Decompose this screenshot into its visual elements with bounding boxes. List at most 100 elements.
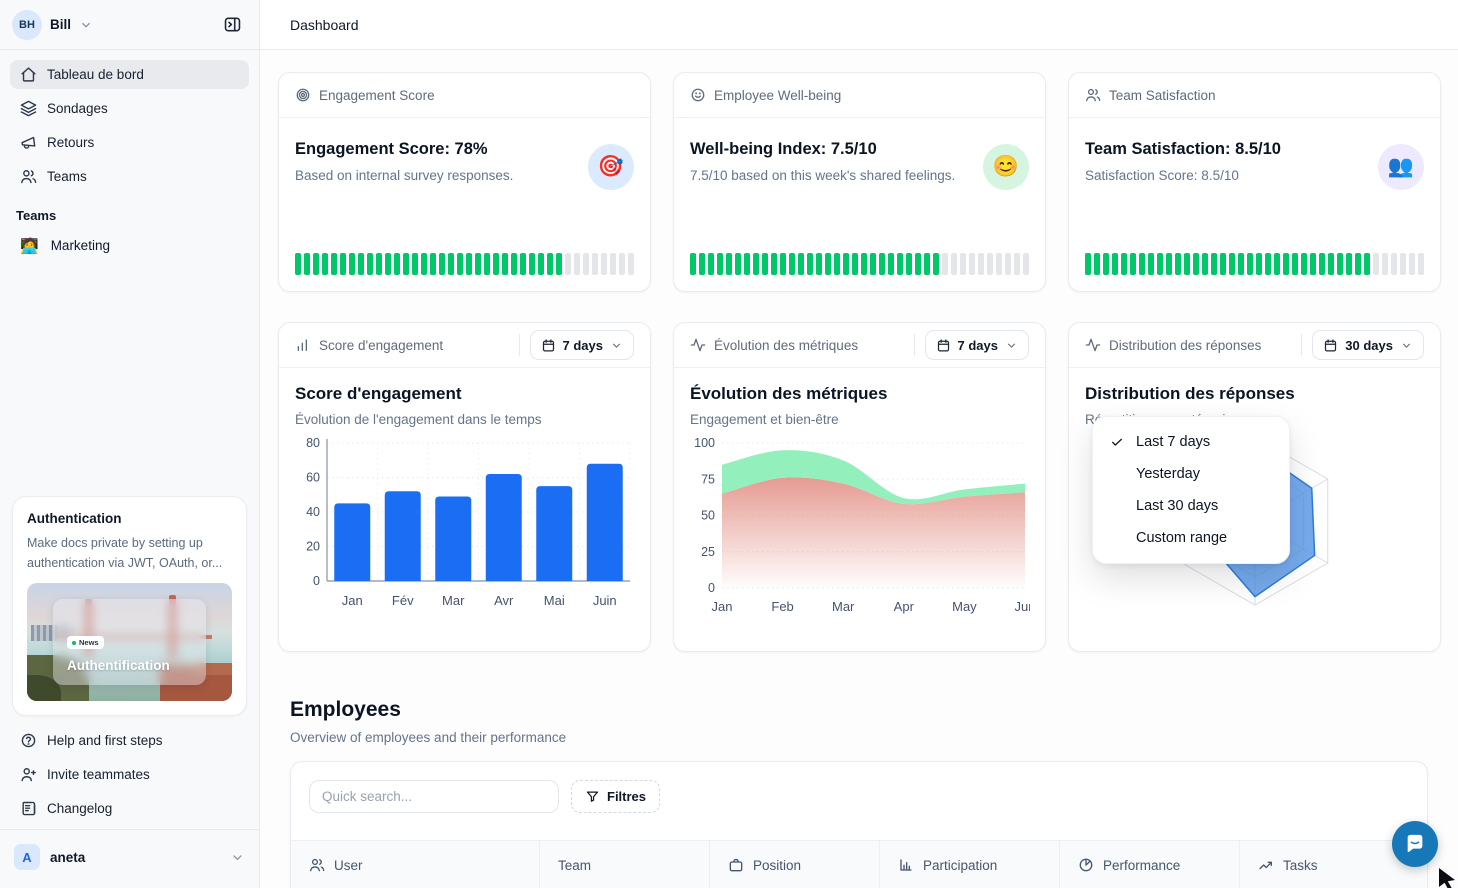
progress-segment: [1166, 253, 1172, 275]
progress-segment: [1121, 253, 1127, 275]
progress-segment: [762, 253, 768, 275]
sidebar-item-changelog[interactable]: Changelog: [10, 794, 249, 823]
sidebar-item-label: Teams: [47, 169, 87, 184]
progress-segment: [1283, 253, 1289, 275]
progress-segment: [978, 253, 984, 275]
svg-text:Avr: Avr: [494, 593, 514, 608]
progress-segment: [403, 253, 409, 275]
progress-segment: [1094, 253, 1100, 275]
briefcase-icon: [728, 857, 744, 873]
search-input[interactable]: [309, 780, 559, 813]
dropdown-item-yesterday[interactable]: Yesterday: [1093, 458, 1289, 490]
users-icon: [309, 857, 325, 873]
chat-launcher-button[interactable]: [1392, 821, 1438, 867]
progress-segment: [996, 253, 1002, 275]
progress-segment: [304, 253, 310, 275]
date-range-button[interactable]: 7 days: [924, 330, 1029, 360]
progress-segment: [313, 253, 319, 275]
sidebar-item-label: Retours: [47, 135, 95, 150]
stat-cards-row: Engagement Score Engagement Score: 78% B…: [278, 72, 1441, 292]
team-emoji-icon: 🧑‍💻: [20, 237, 39, 255]
engagement-bar-chart: 0 20 40 60 80 Jan Fév Mar Avr Mai Juin: [295, 433, 634, 641]
date-range-button[interactable]: 30 days: [1312, 330, 1424, 360]
segmented-progress-bar: [1085, 253, 1424, 275]
stat-title: Well-being Index: 7.5/10: [690, 140, 877, 158]
progress-segment: [583, 253, 589, 275]
stat-emoji-badge: 😊: [983, 144, 1029, 190]
calendar-icon: [936, 338, 951, 353]
dropdown-item-label: Yesterday: [1136, 466, 1200, 482]
progress-segment: [861, 253, 867, 275]
svg-text:0: 0: [708, 581, 715, 595]
column-header-performance[interactable]: Performance: [1059, 841, 1239, 888]
dropdown-item-custom-range[interactable]: Custom range: [1093, 522, 1289, 554]
column-header-position[interactable]: Position: [709, 841, 879, 888]
column-header-participation[interactable]: Participation: [879, 841, 1059, 888]
column-label: Performance: [1103, 857, 1181, 873]
dashboard-content: Engagement Score Engagement Score: 78% B…: [260, 50, 1458, 888]
column-label: Tasks: [1283, 857, 1318, 873]
progress-segment: [807, 253, 813, 275]
sidebar-item-teams[interactable]: Teams: [10, 162, 249, 191]
progress-segment: [798, 253, 804, 275]
column-label: User: [334, 857, 363, 873]
progress-segment: [834, 253, 840, 275]
promo-glass-overlay: News Authentification: [53, 599, 206, 685]
progress-segment: [771, 253, 777, 275]
metrics-evolution-chart-card: Évolution des métriques 7 days Évolution…: [673, 322, 1046, 652]
dropdown-item-last-7-days[interactable]: Last 7 days: [1093, 426, 1289, 458]
progress-segment: [843, 253, 849, 275]
account-menu[interactable]: A aneta: [0, 836, 259, 884]
progress-segment: [430, 253, 436, 275]
progress-segment: [1274, 253, 1280, 275]
workspace-switcher[interactable]: BH Bill: [0, 0, 259, 50]
progress-segment: [511, 253, 517, 275]
column-header-user[interactable]: User: [291, 841, 539, 888]
bar-chart-icon: [898, 857, 914, 873]
progress-segment: [1112, 253, 1118, 275]
sidebar-item-tableau-de-bord[interactable]: Tableau de bord: [10, 60, 249, 89]
svg-text:Jun: Jun: [1015, 599, 1030, 614]
progress-segment: [906, 253, 912, 275]
progress-segment: [394, 253, 400, 275]
progress-segment: [619, 253, 625, 275]
progress-segment: [744, 253, 750, 275]
progress-segment: [924, 253, 930, 275]
sidebar-item-retours[interactable]: Retours: [10, 128, 249, 157]
stat-card-header-label: Team Satisfaction: [1109, 87, 1216, 103]
promo-card[interactable]: Authentication Make docs private by sett…: [12, 496, 247, 716]
progress-segment: [358, 253, 364, 275]
sidebar-item-sondages[interactable]: Sondages: [10, 94, 249, 123]
progress-segment: [708, 253, 714, 275]
column-label: Position: [753, 857, 802, 873]
column-header-team[interactable]: Team: [539, 841, 709, 888]
progress-segment: [1130, 253, 1136, 275]
activity-icon: [1085, 337, 1101, 353]
progress-segment: [1319, 253, 1325, 275]
svg-text:60: 60: [306, 471, 320, 485]
svg-text:25: 25: [701, 545, 715, 559]
progress-segment: [412, 253, 418, 275]
progress-segment: [610, 253, 616, 275]
employees-table-header: User Team Position Participation Performance…: [291, 840, 1427, 888]
chevron-down-icon: [1400, 339, 1413, 352]
team-item-marketing[interactable]: 🧑‍💻 Marketing: [10, 231, 249, 260]
progress-segment: [888, 253, 894, 275]
svg-text:Juin: Juin: [593, 593, 617, 608]
activity-icon: [690, 337, 706, 353]
progress-segment: [816, 253, 822, 275]
column-header-tasks[interactable]: Tasks: [1239, 841, 1427, 888]
home-icon: [20, 66, 37, 83]
news-dot-icon: [72, 640, 76, 645]
dropdown-item-last-30-days[interactable]: Last 30 days: [1093, 490, 1289, 522]
sidebar-item-help-and-first-steps[interactable]: Help and first steps: [10, 726, 249, 755]
sidebar-collapse-button[interactable]: [217, 10, 247, 40]
filters-button[interactable]: Filtres: [571, 780, 661, 813]
progress-segment: [340, 253, 346, 275]
date-range-button[interactable]: 7 days: [529, 330, 634, 360]
stat-card-header-label: Employee Well-being: [714, 87, 842, 103]
sidebar-item-invite-teammates[interactable]: Invite teammates: [10, 760, 249, 789]
progress-segment: [493, 253, 499, 275]
stat-card-2: Team Satisfaction Team Satisfaction: 8.5…: [1068, 72, 1441, 292]
layers-icon: [20, 100, 37, 117]
